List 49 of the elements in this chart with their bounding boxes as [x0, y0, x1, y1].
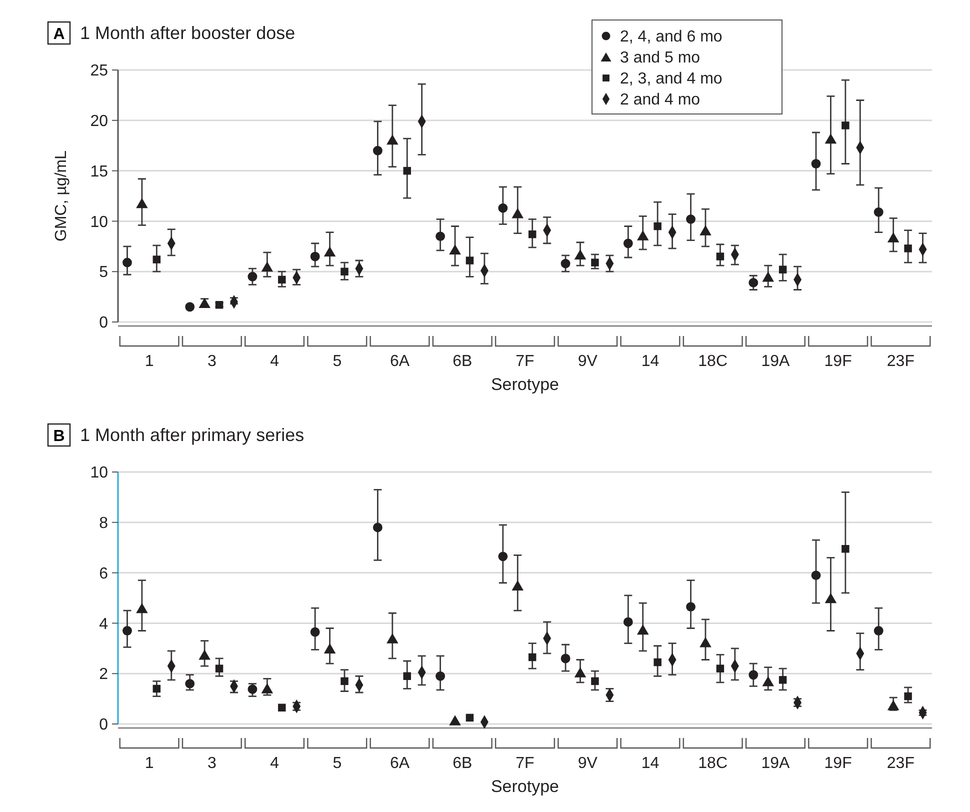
- y-tick-label: 0: [99, 314, 108, 332]
- y-tick-label: 10: [90, 214, 108, 231]
- panel-letter-box: B: [47, 423, 71, 447]
- y-axis-title: GMC, µg/mL: [53, 150, 70, 242]
- x-tick-label: 23F: [886, 353, 915, 370]
- x-tick-label: 18C: [698, 353, 728, 370]
- x-tick-label: 7F: [516, 353, 535, 370]
- x-tick-label: 6A: [390, 353, 410, 370]
- y-tick-label: 20: [90, 113, 108, 130]
- x-tick-label: 9V: [578, 755, 598, 772]
- x-tick-label: 18C: [698, 755, 728, 772]
- x-tick-label: 14: [641, 755, 660, 772]
- x-tick-label: 6B: [452, 755, 472, 772]
- y-tick-label: 10: [90, 464, 108, 482]
- x-tick-label: 4: [270, 353, 280, 370]
- x-axis-title: Serotype: [490, 777, 560, 796]
- panel-letter-box: A: [47, 21, 71, 45]
- y-tick-label: 4: [99, 616, 108, 633]
- legend-label: 2, 4, and 6 mo: [620, 28, 722, 46]
- legend-label: 2 and 4 mo: [620, 92, 700, 109]
- x-tick-label: 6B: [452, 353, 472, 370]
- y-tick-label: 6: [99, 565, 108, 582]
- legend-label: 2, 3, and 4 mo: [620, 70, 722, 88]
- x-tick-label: 19F: [824, 353, 852, 370]
- x-tick-label: 5: [332, 353, 342, 370]
- x-tick-label: 1: [144, 353, 154, 370]
- chart-title: 1 Month after booster dose: [80, 23, 296, 43]
- chart-title: 1 Month after primary series: [80, 425, 304, 445]
- x-tick-label: 5: [332, 755, 342, 772]
- x-axis-title: Serotype: [490, 375, 560, 394]
- x-tick-label: 7F: [516, 755, 535, 772]
- x-tick-label: 4: [270, 755, 280, 772]
- x-tick-label: 6A: [390, 755, 410, 772]
- x-tick-label: 1: [144, 755, 154, 772]
- x-tick-label: 3: [207, 755, 216, 772]
- y-tick-label: 5: [99, 264, 108, 282]
- y-tick-label: 8: [99, 515, 108, 532]
- y-tick-label: 15: [90, 163, 108, 180]
- y-tick-label: 0: [99, 716, 108, 734]
- x-tick-label: 3: [207, 353, 216, 370]
- x-tick-label: 19F: [824, 755, 852, 772]
- x-tick-label: 9V: [578, 353, 598, 370]
- x-tick-label: 19A: [761, 755, 790, 772]
- x-tick-label: 23F: [886, 755, 915, 772]
- legend-label: 3 and 5 mo: [620, 50, 700, 67]
- y-tick-label: 2: [99, 666, 108, 684]
- y-tick-label: 25: [90, 62, 108, 80]
- x-tick-label: 19A: [761, 353, 790, 370]
- x-tick-label: 14: [641, 353, 660, 370]
